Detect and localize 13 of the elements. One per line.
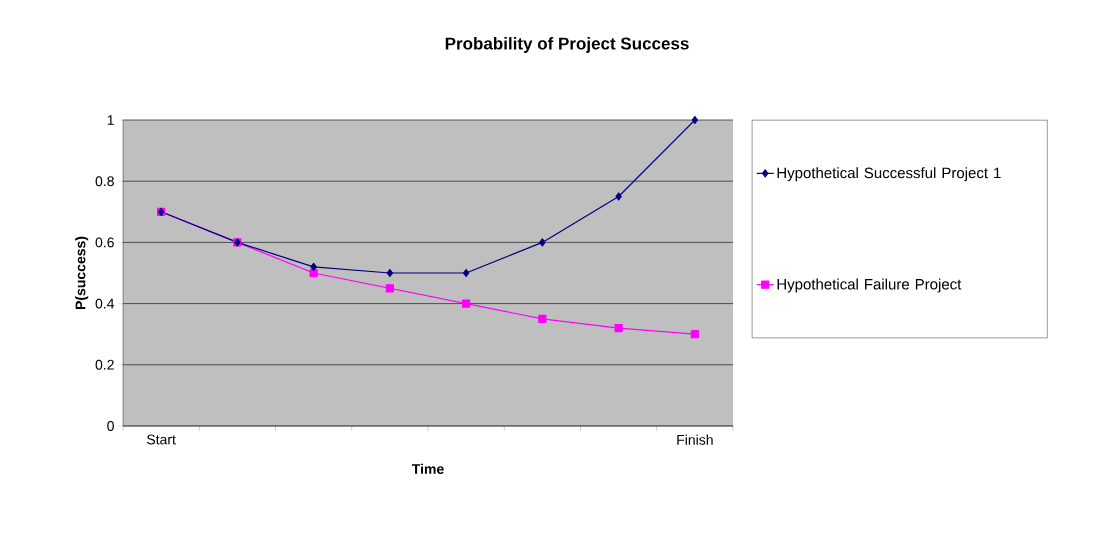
- y-tick-label: 0.8: [95, 176, 114, 187]
- x-axis-title: Time: [411, 463, 444, 474]
- y-tick-label: 0.6: [95, 237, 114, 248]
- y-tick-label: 0: [107, 421, 114, 431]
- x-tick-label: Finish: [677, 434, 713, 445]
- chart-title: Probability of Project Success: [445, 37, 689, 53]
- legend-label: Hypothetical Failure Project: [777, 278, 962, 293]
- x-tick-label: Start: [146, 434, 176, 445]
- y-axis-title: P(success): [75, 236, 89, 310]
- y-tick-label: 0.2: [95, 359, 114, 370]
- y-tick-label: 0.4: [95, 298, 115, 309]
- legend-label: Hypothetical Successful Project 1: [777, 167, 1001, 182]
- y-tick-label: 1: [107, 115, 114, 125]
